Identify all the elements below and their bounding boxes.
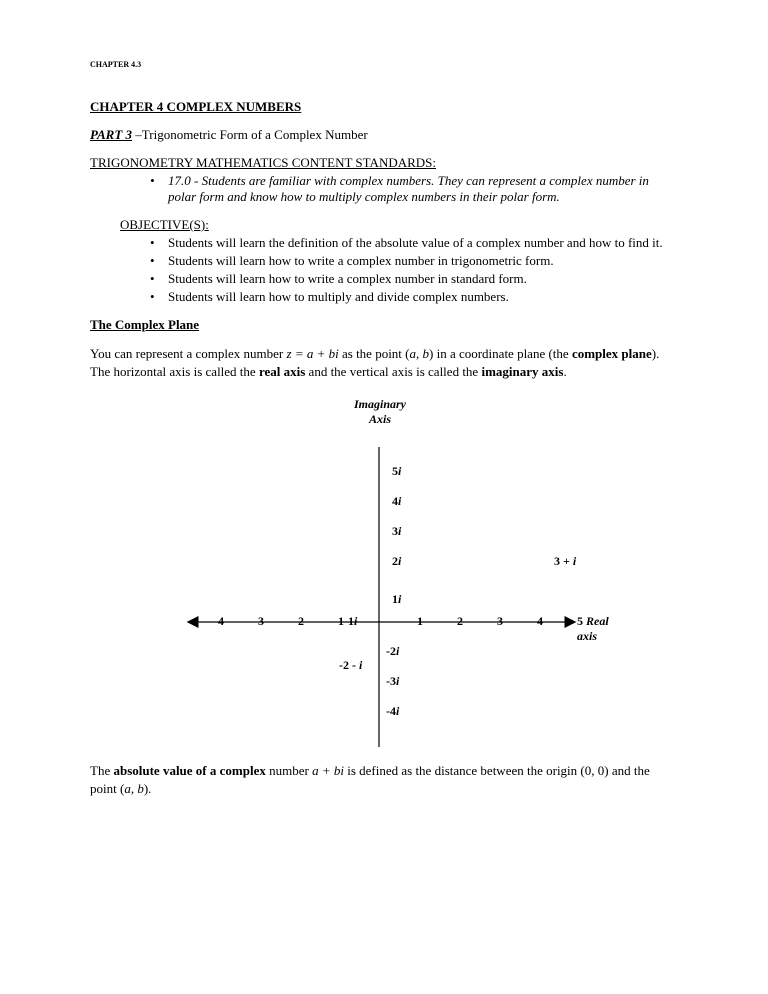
- text: Imaginary: [354, 397, 406, 411]
- objectives-list: Students will learn the definition of th…: [90, 235, 678, 305]
- text-italic: z = a + bi: [287, 346, 339, 361]
- text: ) in a coordinate plane (the: [429, 346, 572, 361]
- y-tick: 3i: [392, 524, 401, 539]
- part-label: PART 3: [90, 127, 132, 142]
- text: You can represent a complex number: [90, 346, 287, 361]
- paragraph-1: You can represent a complex number z = a…: [90, 345, 678, 380]
- text: The: [90, 763, 113, 778]
- part-line: PART 3 –Trigonometric Form of a Complex …: [90, 127, 678, 143]
- text: .: [563, 364, 566, 379]
- y-tick: 2i: [392, 554, 401, 569]
- objective-item: Students will learn how to write a compl…: [150, 271, 678, 287]
- y-tick: -2i: [386, 644, 399, 659]
- y-tick: 4i: [392, 494, 401, 509]
- x-tick: 4: [537, 614, 543, 629]
- standards-heading: TRIGONOMETRY MATHEMATICS CONTENT STANDAR…: [90, 155, 678, 171]
- text-italic: a, b: [124, 781, 144, 796]
- y-tick: -4i: [386, 704, 399, 719]
- text-bold: absolute value of a complex: [113, 763, 265, 778]
- chapter-title: CHAPTER 4 COMPLEX NUMBERS: [90, 99, 678, 115]
- point-label-1: 3 + i: [554, 554, 576, 569]
- objective-item: Students will learn the definition of th…: [150, 235, 678, 251]
- real-axis-label: 5 Realaxis: [577, 614, 609, 644]
- standard-item: 17.0 - Students are familiar with comple…: [150, 173, 678, 205]
- objective-item: Students will learn how to write a compl…: [150, 253, 678, 269]
- page-header: CHAPTER 4.3: [90, 60, 678, 69]
- standards-list: 17.0 - Students are familiar with comple…: [90, 173, 678, 205]
- chart-svg: [134, 392, 634, 752]
- part-rest: –Trigonometric Form of a Complex Number: [132, 127, 368, 142]
- text: Axis: [369, 412, 391, 426]
- objectives-heading: OBJECTIVE(S):: [90, 217, 678, 233]
- x-tick: 2: [457, 614, 463, 629]
- x-tick: 1: [417, 614, 423, 629]
- text: ).: [144, 781, 152, 796]
- y-tick: -3i: [386, 674, 399, 689]
- paragraph-2: The absolute value of a complex number a…: [90, 762, 678, 797]
- text: number: [266, 763, 312, 778]
- text: and the vertical axis is called the: [305, 364, 481, 379]
- y-tick: 5i: [392, 464, 401, 479]
- x-tick: -4: [214, 614, 224, 629]
- section-title: The Complex Plane: [90, 317, 678, 333]
- text-bold: real axis: [259, 364, 305, 379]
- text: as the point (: [339, 346, 410, 361]
- x-tick: 3: [497, 614, 503, 629]
- text-bold: imaginary axis: [481, 364, 563, 379]
- x-tick: -2: [294, 614, 304, 629]
- x-tick: -3: [254, 614, 264, 629]
- y-tick: 1i: [392, 592, 401, 607]
- imaginary-axis-label: Imaginary Axis: [354, 397, 406, 427]
- text-bold: complex plane: [572, 346, 652, 361]
- objective-item: Students will learn how to multiply and …: [150, 289, 678, 305]
- text-italic: a + bi: [312, 763, 344, 778]
- complex-plane-chart: Imaginary Axis 5i 4i 3i 2i 1i -2i -3i -4…: [134, 392, 634, 752]
- x-tick: -1-1i: [334, 614, 357, 629]
- point-label-2: -2 - i: [339, 658, 362, 673]
- text-italic: a, b: [410, 346, 430, 361]
- document-page: CHAPTER 4.3 CHAPTER 4 COMPLEX NUMBERS PA…: [0, 0, 768, 994]
